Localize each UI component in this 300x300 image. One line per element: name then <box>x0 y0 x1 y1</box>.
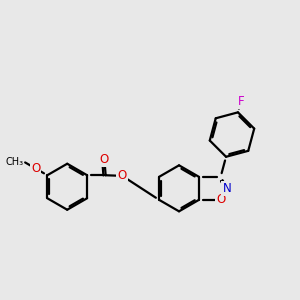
Text: CH₃: CH₃ <box>5 157 24 167</box>
Text: O: O <box>118 169 127 182</box>
Text: O: O <box>216 193 225 206</box>
Text: N: N <box>223 182 231 195</box>
Text: F: F <box>238 95 244 108</box>
Text: O: O <box>100 153 109 166</box>
Text: O: O <box>31 162 40 175</box>
